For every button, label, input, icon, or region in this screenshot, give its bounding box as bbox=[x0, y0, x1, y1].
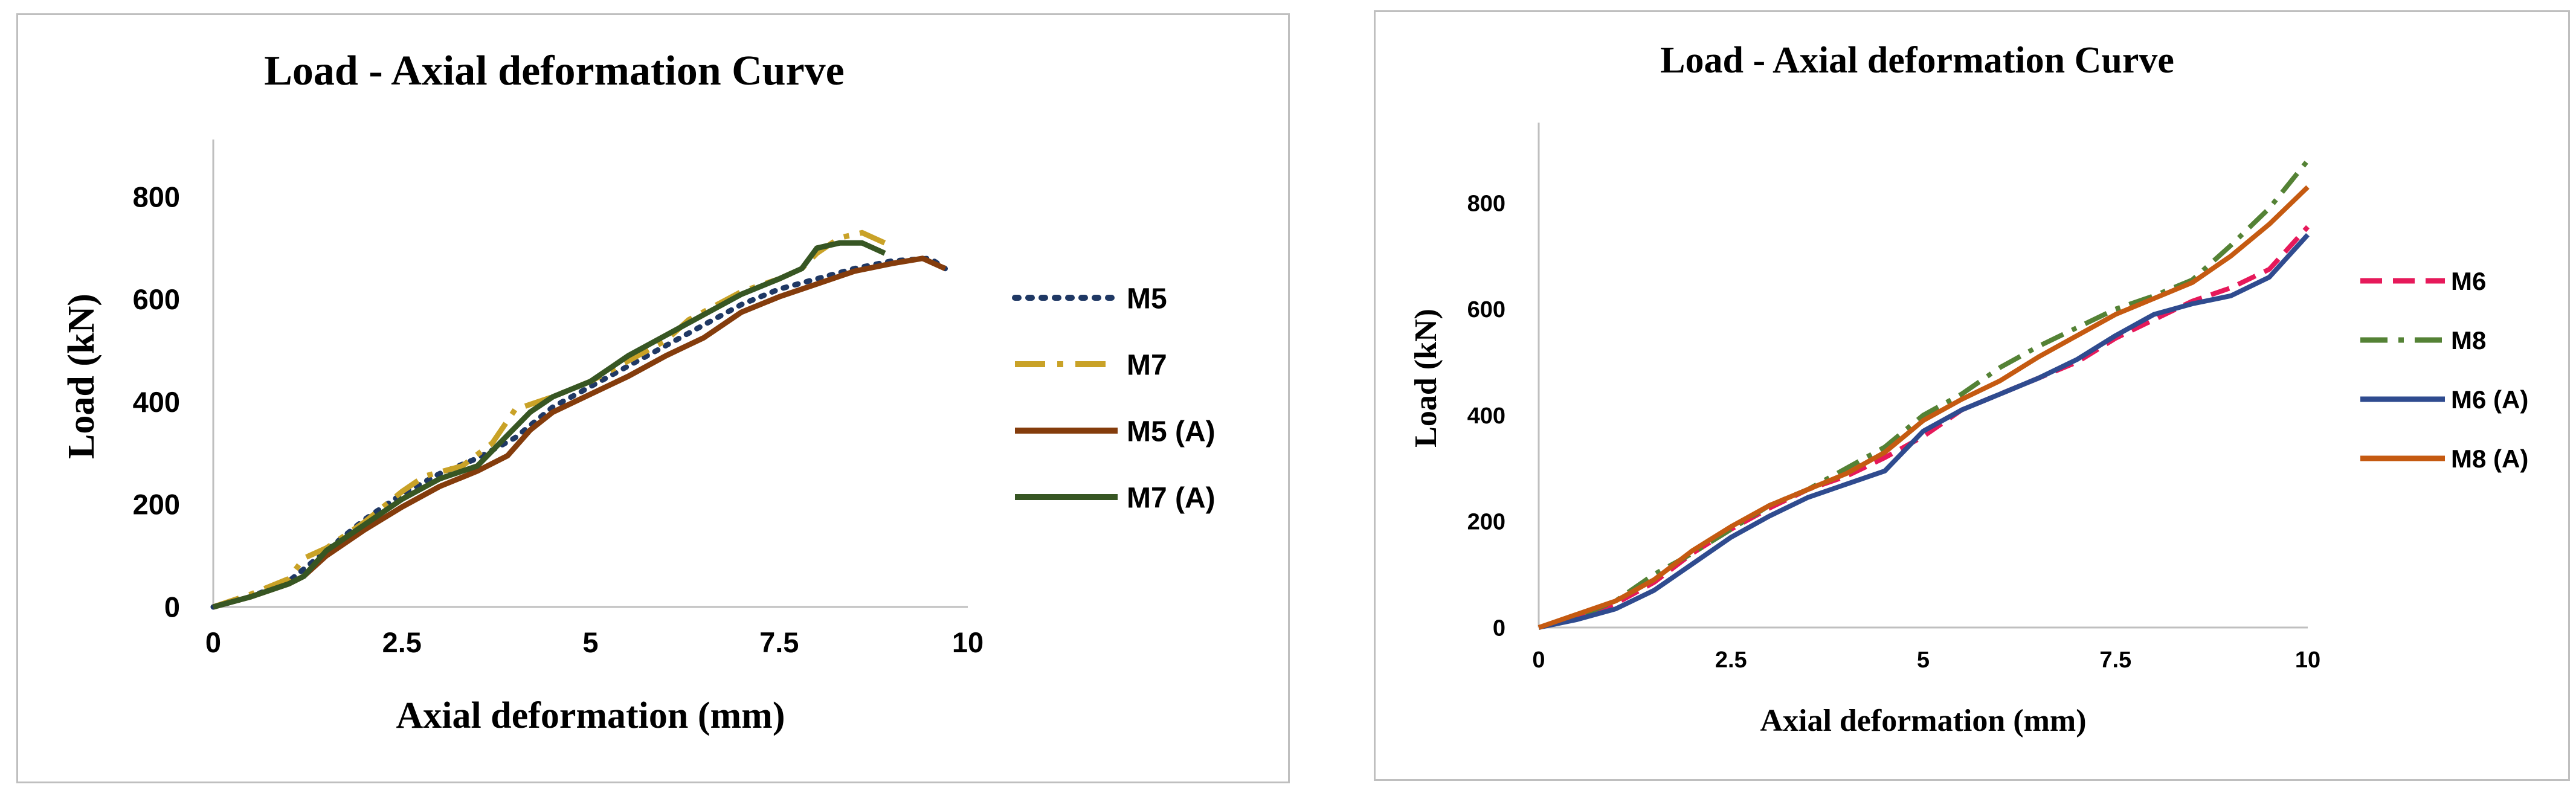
chart-title: Load - Axial deformation Curve bbox=[264, 48, 845, 94]
x-tick-label: 5 bbox=[1917, 647, 1930, 673]
chart-left-svg: Load - Axial deformation Curve 0 2.5 5 7.5 10… bbox=[61, 48, 1216, 736]
chart-title: Load - Axial deformation Curve bbox=[1660, 40, 2174, 81]
legend-label: M7 (A) bbox=[1127, 482, 1216, 514]
x-tick-label: 10 bbox=[952, 626, 984, 658]
y-tick-label: 400 bbox=[133, 386, 180, 418]
x-tick-label: 2.5 bbox=[382, 626, 422, 658]
series-line-m7 bbox=[212, 229, 886, 610]
x-tick-label: 0 bbox=[1532, 647, 1545, 673]
y-tick-label: 600 bbox=[1467, 297, 1505, 323]
series-line-m6 bbox=[1538, 225, 2310, 630]
x-tick-label: 7.5 bbox=[2099, 647, 2131, 673]
x-axis-label: Axial deformation (mm) bbox=[1760, 704, 2086, 738]
x-tick-label: 2.5 bbox=[1715, 647, 1747, 673]
chart-right-svg: Load - Axial deformation Curve 0 2.5 5 7.5 10… bbox=[1409, 40, 2528, 738]
chart-panel-right: Load - Axial deformation Curve 0 2.5 5 7.5 10… bbox=[1374, 10, 2570, 781]
legend-label: M7 bbox=[1127, 349, 1167, 381]
series-line-m8 bbox=[1538, 159, 2310, 630]
series-line-m6-a bbox=[1538, 233, 2310, 630]
legend-label: M8 bbox=[2451, 326, 2486, 355]
y-tick-label: 200 bbox=[133, 489, 180, 521]
y-tick-label: 600 bbox=[133, 283, 180, 315]
y-tick-label: 200 bbox=[1467, 510, 1505, 535]
y-tick-label: 800 bbox=[1467, 191, 1505, 216]
x-tick-label: 10 bbox=[2295, 647, 2320, 673]
series-line-m7-a bbox=[212, 240, 886, 610]
legend-label: M5 bbox=[1127, 283, 1167, 315]
legend-label: M8 (A) bbox=[2451, 445, 2528, 473]
x-tick-label: 7.5 bbox=[759, 626, 799, 658]
legend-label: M5 (A) bbox=[1127, 416, 1216, 448]
y-axis-label: Load (kN) bbox=[61, 294, 102, 459]
legend-label: M6 bbox=[2451, 267, 2486, 295]
y-tick-label: 400 bbox=[1467, 403, 1505, 429]
x-axis-label: Axial deformation (mm) bbox=[396, 695, 785, 736]
legend-label: M6 (A) bbox=[2451, 385, 2528, 414]
x-tick-label: 0 bbox=[205, 626, 221, 658]
x-tick-label: 5 bbox=[582, 626, 598, 658]
chart-panel-left: Load - Axial deformation Curve 0 2.5 5 7.5 10… bbox=[16, 13, 1290, 783]
y-tick-label: 0 bbox=[164, 591, 180, 623]
y-axis-label: Load (kN) bbox=[1409, 309, 1443, 448]
y-tick-label: 0 bbox=[1493, 615, 1505, 641]
y-tick-label: 800 bbox=[133, 181, 180, 213]
series-line-m8-a bbox=[1538, 185, 2310, 630]
